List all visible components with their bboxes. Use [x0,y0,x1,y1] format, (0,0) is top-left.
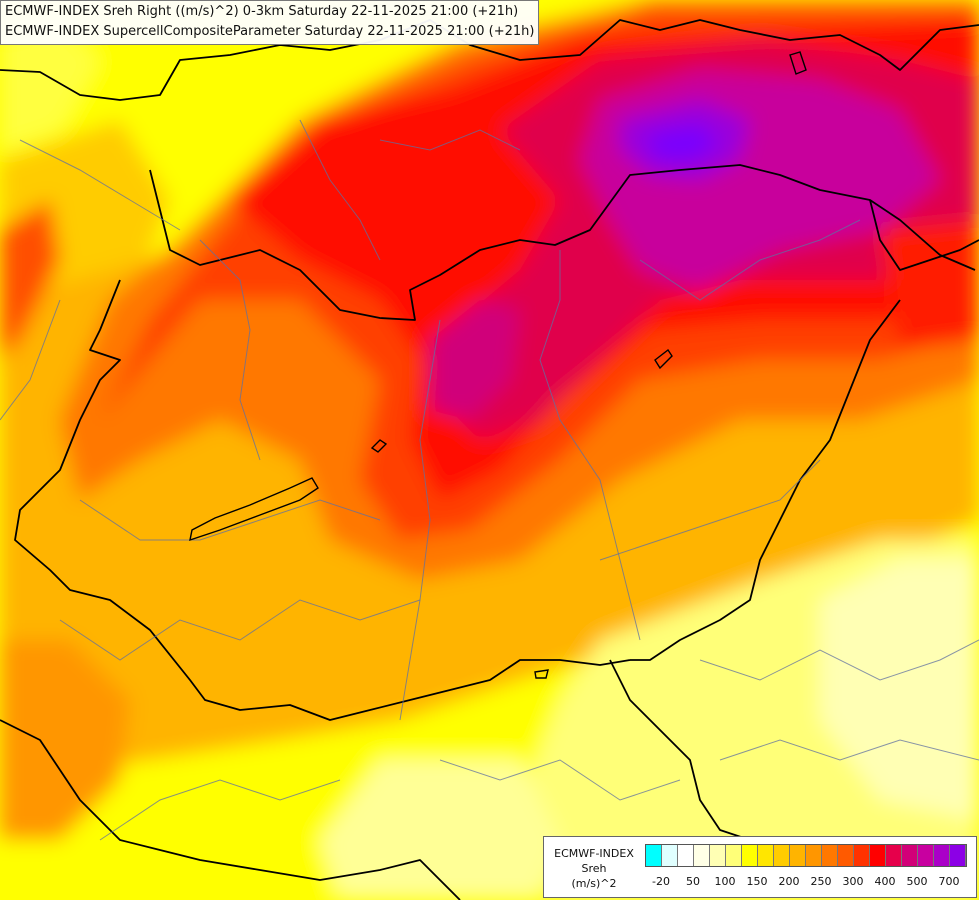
region-line-13 [379,129,521,151]
lake-small-3 [534,669,549,679]
legend-swatch [774,845,790,866]
legend-swatch [934,845,950,866]
legend-tick-label: 500 [906,875,928,888]
legend-variable: Sreh [581,862,607,875]
border-serbia [609,659,751,841]
region-line-1 [19,139,181,231]
legend-swatch [790,845,806,866]
border-hungary-romania [630,299,901,661]
region-line-4 [399,319,441,721]
region-line-15 [99,779,341,841]
region-line-11 [439,759,681,801]
region-line-12 [719,739,979,761]
legend-tick-label: 700 [938,875,960,888]
field-south-light [320,760,560,900]
legend-model: ECMWF-INDEX [554,847,634,860]
border-austria-hungary [14,279,631,721]
legend-tick-label: 150 [746,875,768,888]
title-scp: ECMWF-INDEX SupercellCompositeParameter … [5,24,535,39]
border-czech-slovak-north [0,19,979,101]
color-legend: ECMWF-INDEX Sreh (m/s)^2 -20 50 100 150 200 2… [543,836,977,898]
lake-balaton [189,477,319,542]
lake-small-4 [789,51,807,75]
region-line-9 [59,599,421,661]
region-line-2 [199,239,261,461]
map-title-box: ECMWF-INDEX Sreh Right ((m/s)^2) 0-3km S… [0,0,540,45]
legend-ticks: -20 50 100 150 200 250 300 400 500 700 [645,875,975,889]
legend-swatch [646,845,662,866]
border-ukraine [869,199,979,271]
legend-swatch [918,845,934,866]
region-borders [0,119,979,841]
border-croatia-south [0,719,461,900]
lake-small-1 [370,439,388,453]
title-sreh: ECMWF-INDEX Sreh Right ((m/s)^2) 0-3km S… [5,4,519,19]
legend-tick-label: 250 [810,875,832,888]
region-line-10 [699,639,979,681]
field-band-700 [645,125,720,160]
region-line-5 [539,250,641,641]
legend-tick-label: -20 [652,875,670,888]
legend-swatch [710,845,726,866]
field-north-light [0,20,100,150]
legend-tick-label: 200 [778,875,800,888]
region-line-8 [79,499,381,541]
legend-swatch [742,845,758,866]
legend-tick-label: 300 [842,875,864,888]
legend-swatch [886,845,902,866]
legend-swatches [645,844,967,867]
legend-swatch [806,845,822,866]
lakes [189,51,807,679]
legend-tick-label: 100 [714,875,736,888]
region-line-7 [599,459,821,561]
lake-small-2 [654,348,673,370]
region-line-14 [0,299,61,421]
border-slovakia-south [149,164,976,321]
legend-swatch [870,845,886,866]
region-line-6 [639,219,861,301]
legend-swatch [822,845,838,866]
legend-tick-label: 50 [686,875,700,888]
region-line-3 [299,119,381,261]
legend-swatch [726,845,742,866]
legend-swatch [854,845,870,866]
legend-swatch [838,845,854,866]
legend-swatch [902,845,918,866]
legend-swatch [950,845,966,866]
legend-tick-label: 400 [874,875,896,888]
legend-swatch [662,845,678,866]
field-east-light [820,560,979,820]
legend-swatch [758,845,774,866]
field-west-red [0,200,60,360]
country-borders [0,19,979,900]
field-band-500b [430,300,520,420]
field-southwest-orange [0,640,130,840]
legend-swatch [678,845,694,866]
legend-swatch [694,845,710,866]
legend-unit: (m/s)^2 [571,877,617,890]
